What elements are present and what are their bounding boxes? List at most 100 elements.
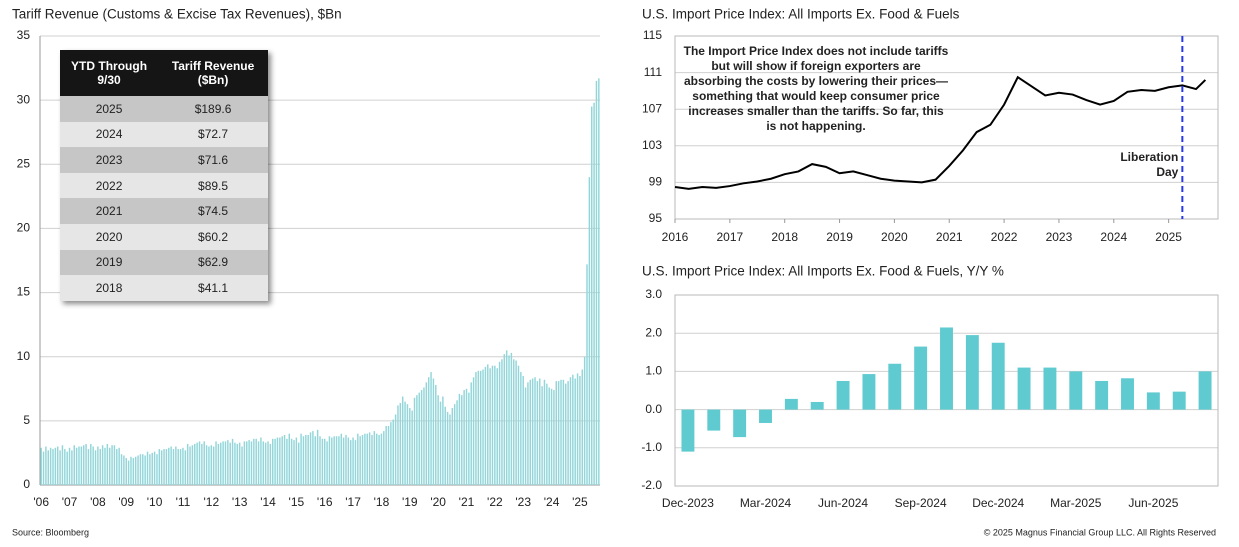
bar [153,451,156,485]
bar [300,433,302,485]
y-tick-label: 115 [643,28,662,42]
bar [733,409,747,438]
annotation: is not happening. [766,119,865,133]
x-tick-label: 2019 [826,230,853,244]
bar [482,369,484,485]
bar [106,443,109,485]
bar [139,454,142,485]
bar [224,441,227,485]
bar [373,431,376,485]
y-tick-label: -2.0 [641,478,662,492]
bar [260,437,262,485]
bar [522,375,524,485]
bar [475,372,477,485]
table-cell: $74.5 [158,198,268,224]
annotation: but will show if foreign exporters are [711,59,921,73]
bar [862,374,876,410]
bar [342,437,345,485]
bar [444,406,446,485]
table-row: 2021 $74.5 [60,198,268,224]
bar [113,445,116,485]
source: Source: Bloomberg [12,527,89,537]
bar [54,447,57,485]
bar [47,450,50,485]
bar [498,361,501,485]
y-tick-label: 103 [642,138,662,152]
bar [581,369,584,485]
bar [505,350,508,485]
bar [439,401,442,485]
bar [527,382,529,485]
bar [427,377,430,485]
bar [212,446,215,485]
y-tick-label: 25 [17,156,31,170]
bar [425,382,428,485]
bar [380,433,383,485]
bar [496,368,498,485]
table-cell: $62.9 [158,249,268,276]
table-row: 2024 $72.7 [60,121,268,148]
bar [335,436,338,485]
bar [479,370,482,485]
bar [186,443,189,485]
x-tick-label: Jun-2024 [818,496,868,510]
x-tick-label: '17 [345,495,361,509]
bar [543,379,546,485]
bar [484,366,487,485]
table-cell: $89.5 [158,172,268,199]
bar [588,177,591,485]
bar [68,447,71,485]
bar [375,433,378,485]
bar [264,442,267,485]
x-tick-label: 2025 [1155,230,1182,244]
bar [470,382,472,485]
bar [453,404,456,485]
bar [262,441,265,485]
bar [394,414,397,485]
bar [534,377,536,485]
bar [274,438,276,485]
bar [328,436,331,485]
bar [368,432,371,485]
bar [991,342,1005,410]
table-header: Tariff Revenue ($Bn) [158,50,268,96]
bar [529,379,532,485]
x-tick-label: '07 [62,495,78,509]
bar [205,445,208,485]
annotation: absorbing the costs by lowering their pr… [684,74,948,88]
plot-frame [674,35,1219,220]
bar [73,445,75,485]
bar [392,419,394,485]
bar [286,438,288,485]
y-tick-label: 5 [23,413,30,427]
bar [489,368,491,485]
x-tick-label: Mar-2024 [740,496,792,510]
bar [784,398,798,410]
y-tick-label: 0 [23,477,30,491]
bar [283,434,286,485]
bar [127,460,130,485]
bar [418,392,420,485]
bar [378,434,380,485]
bar [288,433,291,485]
bar [371,434,373,485]
x-tick-label: Sep-2024 [895,496,947,510]
bar [555,381,558,485]
bar [501,359,503,485]
bar [583,356,586,485]
bar [494,365,496,485]
x-tick-label: '19 [402,495,418,509]
bar [196,442,198,485]
table-row: 2020 $60.2 [60,223,268,250]
bar [569,377,572,485]
bar [477,370,480,485]
bar [217,443,220,485]
x-tick-label: '11 [176,495,191,509]
annotation: The Import Price Index does not include … [684,44,949,58]
y-tick-label: -1.0 [641,440,662,454]
bar [1095,380,1109,410]
copyright: © 2025 Magnus Financial Group LLC. All R… [984,527,1216,537]
bar [810,401,824,410]
